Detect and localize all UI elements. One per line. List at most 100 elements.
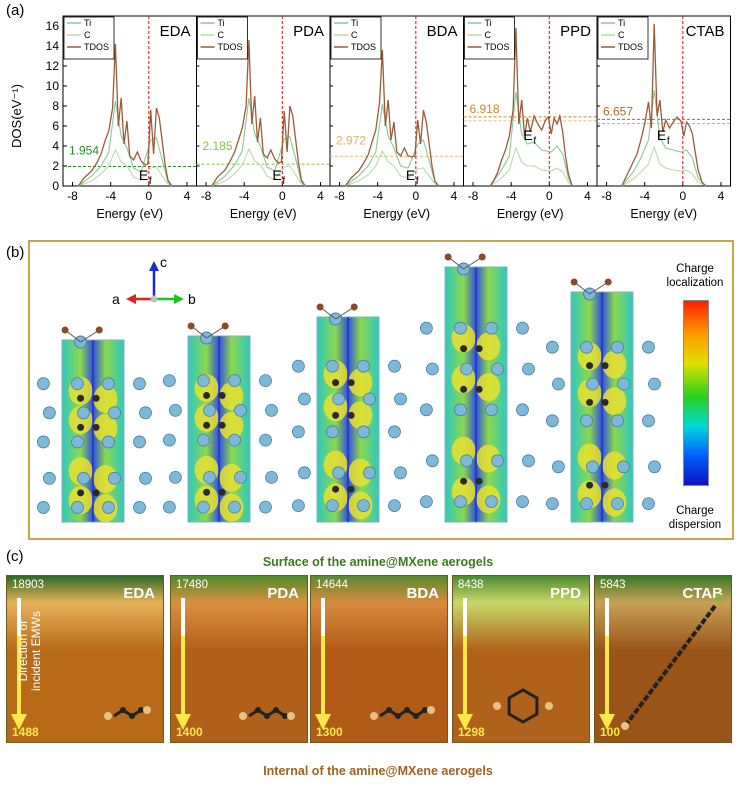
ti-atom [580,340,593,354]
bond [206,325,226,339]
series-tdos [489,27,573,187]
o-atom [221,322,229,330]
dos-plots-svg: -8 -4 0 4 0 2 4 6 8 10 12 14 16 Energy (eV) EDA Ti C TDOS… [46,15,731,221]
x-tick-label: -8 [201,189,212,203]
legend-label-ti: Ti [618,18,625,28]
x-tick-label: 0 [412,189,419,203]
c-atom [601,481,609,489]
molecule [621,594,723,730]
legend-label-tdos: TDOS [485,42,510,52]
ti-atom [485,403,498,417]
x-tick-label: -4 [639,189,650,203]
c-atom [460,345,468,353]
ti-atom [36,377,50,391]
panel-label-c: (c) [6,548,24,565]
c-atom [203,392,211,400]
ti-atom [228,433,241,447]
charge-blob [219,411,244,440]
ti-atom [102,501,115,514]
benzene-ring [507,688,539,724]
ti-atom [36,435,50,449]
ti-atom [546,414,559,428]
emw-panel-bda: 14644 BDA 1300 [310,575,448,743]
molecule [104,706,151,720]
amine-name: BDA [406,585,440,602]
x-tick-label: 0 [679,189,686,203]
ti-atom [162,374,176,388]
fermi-label-sub: f [533,136,536,147]
c-atom [586,481,594,489]
emw-arrow-svg [175,598,295,730]
ti-atom [419,403,433,417]
internal-value: 100 [600,725,621,739]
emw-arrowhead [175,714,191,730]
charge-blob [602,350,627,379]
colorbar-top-label: Charge localization [666,263,724,289]
c-atom [77,394,85,402]
c-atom [203,488,211,496]
bond [463,256,483,270]
n-atom [621,722,629,730]
panel-title: BDA [427,23,458,40]
ti-atom [363,392,376,406]
legend-label-ti: Ti [485,18,492,28]
series-tdos [621,23,707,187]
a-axis-head [126,294,136,304]
o-atom [316,303,324,311]
ti-atom [357,359,370,373]
ti-atom [394,466,407,480]
emw-arrowhead [11,714,27,730]
legend: Ti C TDOS [464,16,515,60]
ti-atom [139,471,152,485]
panel-title: PPD [560,23,591,40]
ti-atom [197,500,210,514]
c-atom [282,713,288,719]
emw-panel-eda: 18903 EDA 1488 Direction of incident EMWs [6,575,164,743]
ti-atom [168,470,182,484]
ti-atom [516,321,529,335]
ti-atom [491,362,504,376]
internal-caption: Internal of the amine@MXene aerogels [263,764,493,778]
ti-atom [326,359,339,373]
c-atom [460,477,468,485]
series-tdos [344,49,440,187]
ti-atom [460,362,473,376]
ti-atom [162,433,176,447]
ti-atom [291,359,305,373]
c-atom [347,379,355,387]
ti-atom [485,321,498,335]
n-atom [143,706,151,714]
ti-atom [265,403,278,417]
legend-label-tdos: TDOS [351,42,376,52]
charge-blob [219,382,244,411]
y-tick-label: 12 [46,59,60,73]
series-c [211,147,306,187]
ti-atom [332,466,345,480]
axes-origin [150,295,158,303]
ti-atom [228,500,241,514]
ti-atom [642,340,655,354]
c-atom [475,477,483,485]
charge-blob [219,463,244,492]
ti-atom [611,340,624,354]
c-atom [347,411,355,419]
ti-atom [394,392,407,406]
x-tick-label: -8 [601,189,612,203]
c-atom [422,707,428,713]
ti-atom [332,392,345,406]
x-tick-label: -8 [334,189,345,203]
ti-atom [108,471,121,485]
charge-blob [348,368,373,397]
plot-frame [596,15,731,187]
c-atom [218,392,226,400]
molecule [493,688,553,724]
ti-atom [259,374,272,388]
x-tick-label: 0 [279,189,286,203]
legend-label-ti: Ti [351,18,358,28]
colorbar [683,300,709,486]
o-atom [95,326,103,334]
c-atom [460,385,468,393]
legend: Ti C TDOS [63,16,115,60]
fermi-label-sub: f [667,136,670,147]
ti-atom [516,403,529,417]
